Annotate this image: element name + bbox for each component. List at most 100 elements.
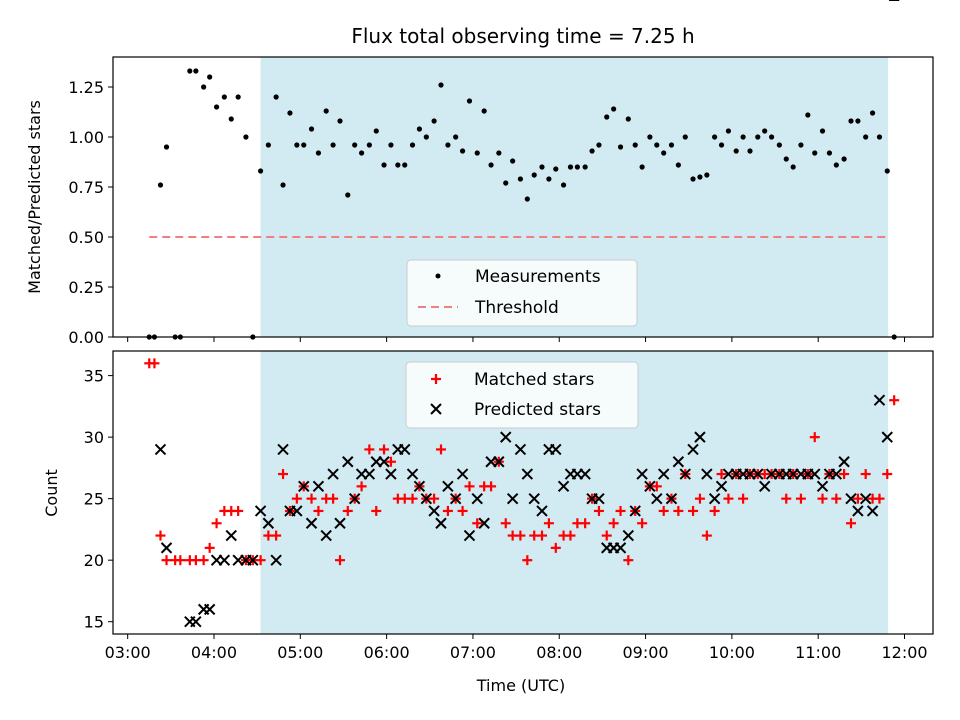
measurement-point [647, 134, 653, 140]
top-panel: 0.00 0.25 0.50 0.75 1.00 1.25 Matched/Predict… [25, 56, 934, 347]
predicted-star-point [644, 480, 656, 493]
predicted-star-point [247, 554, 259, 566]
predicted-star-point [270, 554, 282, 566]
measurement-point [884, 168, 890, 174]
legend-threshold-label: Threshold [474, 298, 559, 318]
measurement-point [790, 164, 796, 170]
y-tick-label: 20 [84, 551, 104, 570]
matched-star-point [550, 542, 561, 553]
matched-star-point [155, 530, 166, 541]
matched-star-point [486, 481, 497, 492]
y-tick-label: 1.25 [68, 78, 104, 97]
legend-measurements-label: Measurements [475, 267, 601, 287]
predicted-star-point [651, 492, 663, 505]
bottom-ylabel: Count [42, 469, 61, 517]
measurement-point [337, 118, 343, 124]
x-tick-label: 03:00 [105, 643, 151, 662]
measurement-point [416, 126, 423, 132]
predicted-star-point [478, 517, 490, 529]
matched-star-point [364, 444, 375, 455]
x-tick-label: 06:00 [364, 643, 410, 662]
measurement-point [474, 150, 480, 156]
matched-star-point [306, 493, 317, 504]
measurement-point [833, 162, 839, 168]
measurement-point [783, 156, 789, 162]
predicted-star-point [514, 443, 527, 456]
predicted-star-point [679, 468, 691, 480]
predicted-star-point [385, 468, 397, 480]
matched-star-point [716, 469, 727, 480]
matched-star-point [385, 456, 396, 467]
measurement-point [553, 166, 559, 172]
predicted-star-point [614, 542, 627, 554]
predicted-star-point [579, 468, 591, 480]
predicted-star-point [701, 468, 713, 480]
matched-star-point [839, 469, 850, 480]
measurement-point [445, 142, 451, 148]
predicted-star-point [758, 480, 771, 493]
measurement-point [213, 104, 220, 110]
measurement-point [768, 134, 775, 140]
measurement-point [567, 164, 574, 170]
measurement-point [423, 134, 429, 140]
matched-star-point [701, 530, 712, 541]
predicted-star-point [672, 456, 685, 468]
x-axis-label: Time (UTC) [476, 676, 565, 695]
predicted-star-point [320, 529, 332, 542]
measurement-point [466, 98, 473, 104]
matched-star-point [328, 493, 339, 504]
predicted-star-point [378, 456, 390, 468]
measurement-point [524, 196, 530, 202]
predicted-star-point [298, 480, 310, 493]
measurement-point [869, 110, 876, 116]
x-tick-label: 11:00 [795, 643, 841, 662]
measurement-point [675, 162, 681, 168]
predicted-star-point [334, 517, 346, 529]
predicted-star-point [830, 468, 843, 480]
matched-star-point [543, 518, 554, 529]
matched-star-point [371, 505, 382, 516]
matched-star-point [615, 505, 626, 516]
predicted-star-point [399, 443, 411, 456]
measurement-point [201, 84, 207, 90]
measurement-point [273, 94, 279, 100]
measurement-point [453, 134, 459, 140]
matched-star-point [738, 493, 749, 504]
matched-star-point [278, 469, 289, 480]
matched-star-point [882, 469, 893, 480]
matched-star-point [342, 505, 353, 516]
measurement-point [287, 110, 293, 116]
predicted-star-point [449, 492, 462, 505]
legend-matched-marker [431, 374, 441, 384]
measurement-point [539, 164, 545, 170]
measurement-point [381, 162, 387, 168]
matched-star-point [688, 505, 699, 516]
measurement-point [366, 142, 372, 148]
matched-star-point [313, 505, 324, 516]
predicted-star-point [506, 492, 519, 505]
predicted-star-point [845, 492, 857, 505]
predicted-star-point [521, 468, 534, 480]
measurement-point [301, 142, 307, 148]
predicted-star-point [536, 505, 548, 517]
predicted-star-point [852, 505, 864, 517]
y-tick-label: 0.50 [68, 228, 104, 247]
predicted-star-point [550, 443, 562, 456]
matched-star-point [852, 493, 863, 504]
measurement-point [157, 182, 164, 188]
measurement-point [228, 116, 234, 122]
predicted-star-point [456, 468, 469, 480]
matched-star-point [673, 505, 684, 516]
matched-star-point [204, 542, 215, 553]
measurement-point [632, 142, 638, 148]
matched-star-point [464, 481, 475, 492]
predicted-star-point [348, 492, 361, 505]
matched-star-point [601, 530, 612, 541]
matched-star-point [809, 432, 820, 443]
matched-star-point [889, 395, 900, 406]
measurement-point [805, 112, 811, 118]
measurement-point [409, 142, 416, 148]
chart-title: Flux total observing time = 7.25 h [351, 24, 694, 48]
measurement-point [438, 82, 444, 88]
predicted-star-point [500, 431, 512, 443]
